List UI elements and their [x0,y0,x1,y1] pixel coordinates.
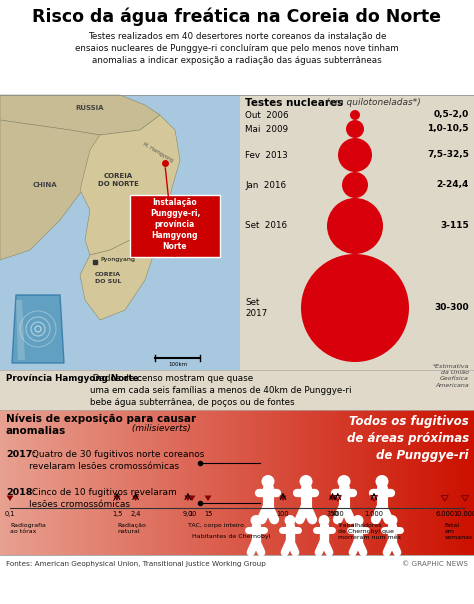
Text: Out  2006: Out 2006 [245,111,289,120]
Text: 0,5-2,0: 0,5-2,0 [434,111,469,120]
Text: Jan  2016: Jan 2016 [245,181,286,190]
Circle shape [301,254,409,362]
Text: Quatro de 30 fugitivos norte coreanos
revelaram lesões cromossómicas: Quatro de 30 fugitivos norte coreanos re… [29,450,204,471]
Polygon shape [80,220,155,320]
Polygon shape [132,495,139,501]
Text: Habitantes de Chernobyl: Habitantes de Chernobyl [192,534,270,539]
Text: Província Hamgyong Norte:: Província Hamgyong Norte: [6,374,142,383]
Text: 30-300: 30-300 [434,303,469,312]
Text: CHINA: CHINA [33,182,57,188]
Text: 2018:: 2018: [6,488,36,497]
Circle shape [337,475,350,488]
Text: 350: 350 [326,511,339,517]
Text: Radiografia
ao tórax: Radiografia ao tórax [10,523,46,534]
Text: COREIA
DO SUL: COREIA DO SUL [95,272,121,284]
Polygon shape [16,300,25,360]
Text: Todos os fugitivos
de áreas próximas
de Punggye-ri: Todos os fugitivos de áreas próximas de … [347,415,469,462]
Text: 10: 10 [188,511,196,517]
Text: 10.000: 10.000 [453,511,474,517]
Circle shape [350,110,360,120]
Text: © GRAPHIC NEWS: © GRAPHIC NEWS [402,561,468,567]
Polygon shape [7,495,13,501]
Bar [0,370,474,410]
Text: 2,4: 2,4 [130,511,141,517]
Text: Fontes: American Geophysical Union, Transitional Justice Working Group: Fontes: American Geophysical Union, Tran… [6,561,266,567]
Circle shape [338,138,372,172]
Text: Set  2016: Set 2016 [245,222,287,231]
Text: 0,1: 0,1 [5,511,15,517]
Text: Fatal
em
semanas: Fatal em semanas [445,523,473,541]
Circle shape [262,475,274,488]
Polygon shape [280,495,286,501]
Text: 15: 15 [204,511,212,517]
Text: 100km: 100km [168,362,188,367]
Circle shape [346,120,364,138]
Text: Instalação
Punggye-ri,
província
Hamgyong
Norte: Instalação Punggye-ri, província Hamgyon… [150,198,200,251]
Bar [0,95,240,370]
Text: M. Hamgyong: M. Hamgyong [142,141,174,162]
Text: 1,0-10,5: 1,0-10,5 [428,124,469,133]
Polygon shape [329,495,336,501]
Text: (milisieverts): (milisieverts) [129,423,191,432]
Polygon shape [80,115,180,255]
FancyBboxPatch shape [130,195,220,257]
Text: (em quilotoneladas*): (em quilotoneladas*) [323,98,421,107]
Text: COREIA
DO NORTE: COREIA DO NORTE [98,173,138,187]
Circle shape [300,475,312,488]
Text: 3-115: 3-115 [440,222,469,231]
Text: 7,5-32,5: 7,5-32,5 [427,150,469,159]
Text: Cinco de 10 fugitivos revelaram
lesões cromossómicas: Cinco de 10 fugitivos revelaram lesões c… [29,488,177,509]
Circle shape [327,198,383,254]
Text: 9,0: 9,0 [182,511,193,517]
Polygon shape [12,295,64,363]
Bar [0,0,474,95]
Bar [0,555,474,604]
Text: Níveis de exposição para causar
anomalias: Níveis de exposição para causar anomalia… [6,413,196,436]
Text: 2017:: 2017: [6,450,36,459]
Polygon shape [204,495,211,501]
Circle shape [375,475,389,488]
Text: Pyongyang: Pyongyang [100,257,135,263]
Text: *Estimativa
da União
Geofísica
Americana: *Estimativa da União Geofísica Americana [432,364,469,388]
Circle shape [353,515,364,526]
Polygon shape [0,120,110,260]
Text: 2-24,4: 2-24,4 [437,181,469,190]
Circle shape [342,172,368,198]
Text: Mai  2009: Mai 2009 [245,124,288,133]
Text: 1.000: 1.000 [365,511,383,517]
Polygon shape [0,95,160,135]
Text: Risco da água freática na Coreia do Norte: Risco da água freática na Coreia do Nort… [33,8,441,27]
Text: Fev  2013: Fev 2013 [245,150,288,159]
Text: 100: 100 [277,511,289,517]
Text: 400: 400 [331,511,344,517]
Text: 6.000: 6.000 [435,511,455,517]
Text: Testes realizados em 40 desertores norte coreanos da instalação de
ensaios nucle: Testes realizados em 40 desertores norte… [75,32,399,65]
Circle shape [319,515,329,526]
Text: TAC, corpo inteiro: TAC, corpo inteiro [188,523,244,528]
Text: Dados de censo mostram que quase
uma em cada seis famílias a menos de 40km de Pu: Dados de censo mostram que quase uma em … [90,374,352,406]
Polygon shape [184,495,191,501]
Circle shape [284,515,295,526]
Polygon shape [114,495,120,501]
Text: Set
2017: Set 2017 [245,298,267,318]
Circle shape [251,515,262,526]
Text: Radiação
natural: Radiação natural [117,523,146,534]
Circle shape [386,515,398,526]
Text: 1,5: 1,5 [112,511,122,517]
Text: Trabalhadores
de Chernobyl que
morreram num mês: Trabalhadores de Chernobyl que morreram … [338,523,401,541]
Text: RÚSSIA: RÚSSIA [76,104,104,111]
Polygon shape [189,495,195,501]
Bar [240,95,474,370]
Text: Testes nucleares: Testes nucleares [245,98,343,108]
